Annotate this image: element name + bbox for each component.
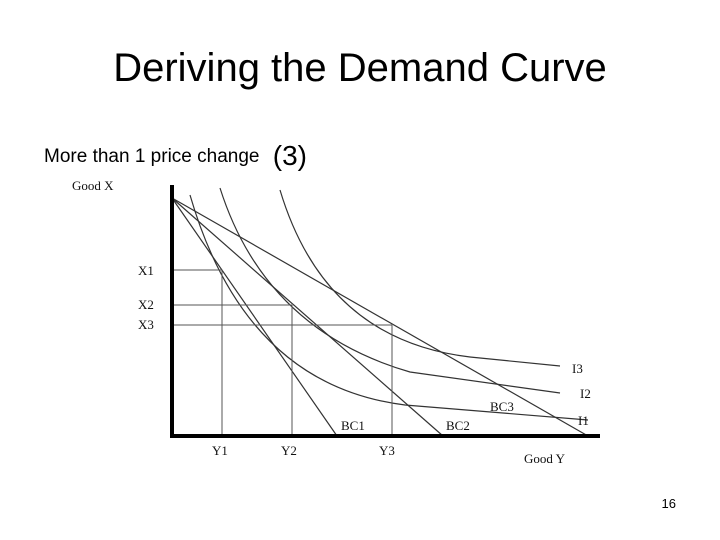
slide-title: Deriving the Demand Curve xyxy=(113,46,607,90)
indifference-curve-i3 xyxy=(279,189,561,367)
subtitle-text: More than 1 price change xyxy=(44,146,260,167)
label-bc1: BC1 xyxy=(341,418,365,433)
label-bc2: BC2 xyxy=(446,418,470,433)
budget-constraint-bc1 xyxy=(171,197,338,437)
tick-label-y1: Y1 xyxy=(212,443,228,458)
budget-constraint-bc3 xyxy=(171,197,589,437)
subtitle: More than 1 price change (3) xyxy=(44,136,307,177)
budget-constraint-bc2 xyxy=(171,197,444,437)
label-i1: I1 xyxy=(578,413,589,428)
subtitle-number: (3) xyxy=(272,140,307,171)
label-bc3: BC3 xyxy=(490,399,514,414)
tick-label-x1: X1 xyxy=(138,263,154,278)
tick-label-x2: X2 xyxy=(138,297,154,312)
y-axis-label: Good X xyxy=(72,178,114,193)
x-axis-label: Good Y xyxy=(524,451,566,466)
indifference-curve-i1 xyxy=(189,194,589,421)
tick-label-x3: X3 xyxy=(138,317,154,332)
indifference-curve-i2 xyxy=(219,187,561,394)
label-i2: I2 xyxy=(580,386,591,401)
label-i3: I3 xyxy=(572,361,583,376)
tick-label-y3: Y3 xyxy=(379,443,395,458)
page-number: 16 xyxy=(661,496,676,511)
tick-label-y2: Y2 xyxy=(281,443,297,458)
